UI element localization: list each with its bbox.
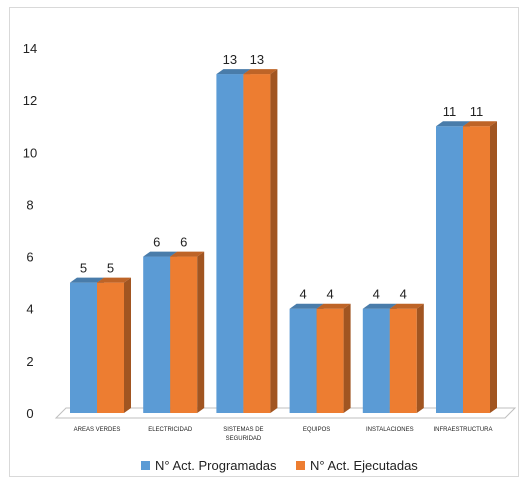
x-tick-label: INFRAESTRUCTURA [433,427,492,433]
bar [170,251,205,413]
bar [389,303,424,413]
data-label: 6 [153,235,160,250]
x-tick-label: EQUIPOS [303,427,330,433]
bar [97,277,131,413]
legend-label: N° Act. Ejecutadas [310,458,418,473]
y-tick-label: 6 [26,250,33,265]
data-label: 4 [326,287,333,302]
y-tick-label: 0 [26,406,33,421]
y-tick-label: 4 [26,302,33,317]
legend-item: N° Act. Ejecutadas [296,458,418,473]
data-label: 11 [443,104,457,119]
legend-item: N° Act. Programadas [141,458,277,473]
data-label: 6 [180,235,187,250]
bar [463,121,497,413]
y-tick-label: 8 [26,197,33,212]
y-tick-label: 10 [23,145,37,160]
data-label: 5 [80,261,87,276]
data-label: 13 [250,52,264,67]
bar [316,303,351,413]
legend-swatch [141,461,150,470]
data-label: 4 [400,287,407,302]
data-label: 11 [470,104,484,119]
x-tick-label: ELECTRICIDAD [148,427,193,433]
bar [243,69,278,414]
y-tick-label: 14 [23,41,37,56]
y-tick-label: 12 [23,93,37,108]
data-label: 5 [107,261,114,276]
x-tick-label: SISTEMAS DE SEGURIDAD [223,427,263,442]
legend-swatch [296,461,305,470]
x-tick-label: INSTALACIONES [366,427,414,433]
data-label: 13 [223,52,237,67]
y-tick-label: 2 [26,354,33,369]
data-label: 4 [373,287,380,302]
x-tick-label: AREAS VERDES [74,427,121,433]
legend-label: N° Act. Programadas [155,458,277,473]
data-label: 4 [299,287,306,302]
